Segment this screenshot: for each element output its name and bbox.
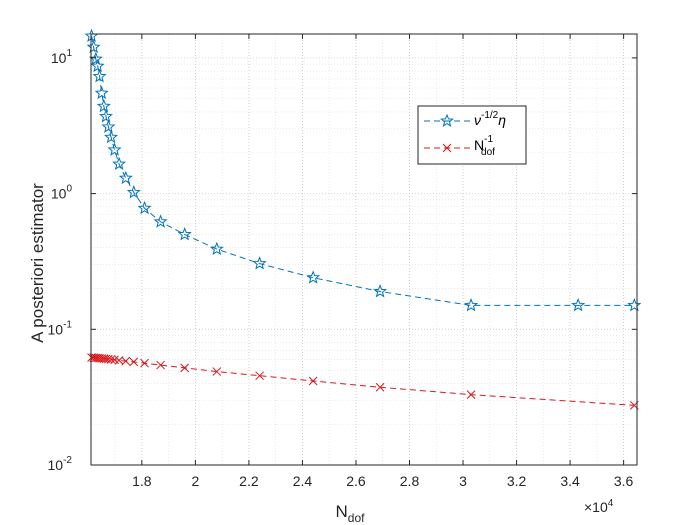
plot-area-frame (90, 33, 638, 466)
series-1-point (571, 298, 586, 312)
y-axis-label: A posteriori estimator (28, 183, 47, 343)
y-tick-label: 10-1 (48, 319, 73, 337)
legend-marker-star-icon (439, 113, 455, 127)
series-1-point (107, 142, 122, 156)
series-layer (84, 28, 642, 410)
y-tick-label: 100 (51, 184, 73, 202)
series-2-point (156, 360, 165, 370)
series-1-point (126, 185, 141, 199)
series-1-point (177, 227, 192, 241)
series-2-point (180, 363, 190, 373)
series-1-point (104, 129, 119, 144)
series-1-point (137, 200, 152, 215)
series-2-point (140, 358, 149, 368)
x-tick-label: 2.2 (239, 473, 259, 489)
x-tick-label: 3.2 (507, 473, 527, 489)
series-2-point (212, 367, 222, 376)
x-tick-label: 2 (191, 473, 199, 489)
series-1-point (373, 284, 388, 298)
x-tick-label: 1.8 (132, 473, 152, 489)
x-tick-label: 2.4 (293, 473, 313, 489)
series-2-point (308, 376, 318, 386)
series-1-point (209, 241, 224, 256)
series-2-point (255, 371, 264, 381)
legend: ν-1/2η N-1 dof (417, 105, 527, 165)
series-2-point (121, 356, 131, 366)
legend-label-series-2: N-1 dof (474, 134, 495, 158)
series-2-point (106, 355, 116, 364)
x-tick-label: 3.4 (560, 473, 580, 489)
series-1-point (88, 51, 103, 66)
series-1-point (627, 298, 642, 312)
series-1-point (96, 98, 111, 113)
series-1-point (94, 85, 109, 100)
x-axis-label: Ndof (336, 502, 366, 525)
x-tick-label: 2.6 (346, 473, 366, 489)
x-tick-label: 3.6 (614, 473, 634, 489)
series-2-point (129, 357, 139, 367)
x-tick-label: 2.8 (400, 473, 420, 489)
series-1-point (306, 270, 321, 284)
series-1-point (153, 214, 168, 228)
series-1-point (118, 170, 133, 185)
series-1-point (90, 58, 105, 73)
series-1-point (464, 298, 479, 312)
legend-marker-x-icon (442, 143, 452, 153)
series-1-point (98, 109, 113, 123)
legend-label-series-1: ν-1/2η (474, 110, 506, 128)
series-1-point (86, 39, 101, 54)
axis-ticks: 1.8 2 2.2 2.4 2.6 2.8 3 3.2 3.4 3.6 10-2 10-1 100 101 (48, 34, 637, 489)
y-tick-label: 101 (51, 48, 73, 66)
y-tick-label: 10-2 (48, 455, 73, 473)
series-1-point (101, 119, 116, 133)
x-axis-exponent: ×104 (584, 498, 614, 515)
series-1-point (252, 256, 267, 270)
series-1-point (112, 156, 127, 171)
legend-box (417, 105, 527, 165)
series-2-point (375, 382, 385, 392)
series-1-point (92, 69, 107, 83)
x-tick-label: 3 (459, 473, 467, 489)
series-2-point (466, 390, 476, 399)
